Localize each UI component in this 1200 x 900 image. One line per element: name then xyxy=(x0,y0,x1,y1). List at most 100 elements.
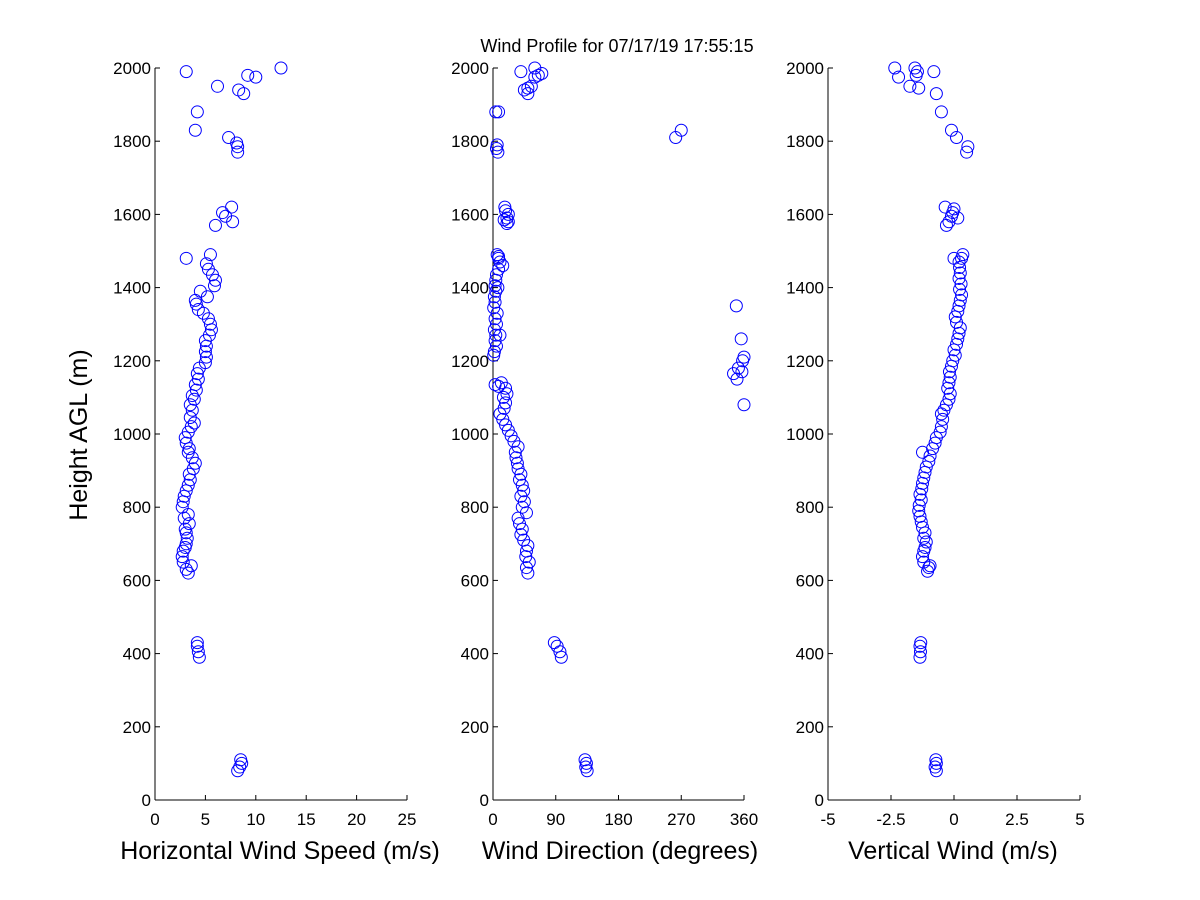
direction-x-tick-label: 360 xyxy=(730,810,758,829)
speed-data-point xyxy=(234,753,248,767)
direction-y-tick-label: 1000 xyxy=(451,425,489,444)
speed-data-point xyxy=(179,251,193,265)
vertical-data-point xyxy=(955,251,969,265)
direction-data-point xyxy=(528,61,542,75)
direction-data-point xyxy=(512,473,526,487)
direction-data-point xyxy=(489,328,503,342)
speed-x-tick-label: 0 xyxy=(150,810,159,829)
vertical-y-tick-label: 2000 xyxy=(786,59,824,78)
direction-data-point xyxy=(512,517,526,531)
vertical-y-tick-label: 1400 xyxy=(786,279,824,298)
direction-panel: 0 200 400 600 800 1000 1200 1400 1600 1800 2000 0 90… xyxy=(451,59,758,829)
direction-data-point xyxy=(487,345,501,359)
vertical-data-point xyxy=(908,61,922,75)
direction-data-point xyxy=(510,456,524,470)
direction-data-point xyxy=(497,401,511,415)
direction-data-point xyxy=(494,376,508,390)
direction-data-point xyxy=(488,295,502,309)
speed-data-point xyxy=(179,537,193,551)
y-axis-label: Height AGL (m) xyxy=(65,349,93,520)
direction-data-point xyxy=(735,365,749,379)
speed-data-point xyxy=(177,511,191,525)
direction-data-point xyxy=(519,550,533,564)
vertical-data-point xyxy=(947,202,961,216)
direction-data-point xyxy=(496,259,510,273)
speed-data-point xyxy=(241,68,255,82)
vertical-data-point xyxy=(917,555,931,569)
speed-data-point xyxy=(181,478,195,492)
vertical-y-tick-label: 1800 xyxy=(786,132,824,151)
direction-x-tick-label: 180 xyxy=(604,810,632,829)
direction-data-point xyxy=(729,299,743,313)
vertical-data-point xyxy=(922,454,936,468)
vertical-data-point xyxy=(913,645,927,659)
speed-data-point xyxy=(176,544,190,558)
direction-y-tick-label: 600 xyxy=(461,571,489,590)
vertical-data-point xyxy=(918,540,932,554)
vertical-data-point xyxy=(923,449,937,463)
vertical-data-point xyxy=(937,403,951,417)
speed-data-point xyxy=(249,70,263,84)
speed-data-point xyxy=(219,209,233,223)
vertical-data-point xyxy=(948,348,962,362)
speed-data-point xyxy=(186,462,200,476)
direction-data-point xyxy=(492,249,506,263)
direction-data-point xyxy=(500,217,514,231)
vertical-data-point xyxy=(943,370,957,384)
direction-data-point xyxy=(501,207,515,221)
speed-data-point xyxy=(190,639,204,653)
speed-data-point xyxy=(198,356,212,370)
direction-data-point xyxy=(517,484,531,498)
speed-data-point xyxy=(203,248,217,262)
speed-data-point xyxy=(201,262,215,276)
speed-panel: 0 200 400 600 800 1000 1200 1400 1600 1800 2000 0 5 1… xyxy=(113,59,416,829)
vertical-data-point xyxy=(950,131,964,145)
direction-data-point xyxy=(491,281,505,295)
speed-data-point xyxy=(237,87,251,101)
speed-data-point xyxy=(179,65,193,79)
vertical-x-tick-label: -2.5 xyxy=(876,810,905,829)
vertical-data-point xyxy=(942,376,956,390)
vertical-x-tick-label: -5 xyxy=(820,810,835,829)
vertical-y-tick-label: 400 xyxy=(796,645,824,664)
direction-x-tick-label: 0 xyxy=(488,810,497,829)
vertical-data-point xyxy=(950,315,964,329)
direction-data-point xyxy=(490,248,504,262)
direction-data-point xyxy=(550,639,564,653)
direction-data-point xyxy=(674,123,688,137)
speed-data-point xyxy=(191,372,205,386)
direction-data-point xyxy=(737,398,751,412)
vertical-data-point xyxy=(919,535,933,549)
direction-data-point xyxy=(489,284,503,298)
vertical-data-point xyxy=(953,293,967,307)
direction-data-point xyxy=(547,636,561,650)
speed-x-tick-label: 15 xyxy=(297,810,316,829)
speed-y-tick-label: 1600 xyxy=(113,205,151,224)
vertical-data-point xyxy=(912,81,926,95)
direction-x-tick-label: 90 xyxy=(546,810,565,829)
speed-data-point xyxy=(208,218,222,232)
direction-data-point xyxy=(500,387,514,401)
vertical-data-point xyxy=(903,79,917,93)
vertical-data-point xyxy=(892,70,906,84)
vertical-y-tick-label: 1000 xyxy=(786,425,824,444)
direction-data-point xyxy=(521,87,535,101)
vertical-y-tick-label: 1600 xyxy=(786,205,824,224)
vertical-data-point xyxy=(914,636,928,650)
speed-data-point xyxy=(191,303,205,317)
speed-data-point xyxy=(203,317,217,331)
direction-data-point xyxy=(488,312,502,326)
vertical-data-point xyxy=(929,756,943,770)
speed-data-point xyxy=(185,403,199,417)
direction-data-point xyxy=(489,105,503,119)
vertical-data-point xyxy=(915,482,929,496)
speed-data-point xyxy=(202,328,216,342)
vertical-data-point xyxy=(914,493,928,507)
direction-data-point xyxy=(515,500,529,514)
vertical-data-point xyxy=(929,764,943,778)
vertical-data-point xyxy=(928,436,942,450)
vertical-x-tick-label: 5 xyxy=(1075,810,1084,829)
speed-data-point xyxy=(190,367,204,381)
direction-data-point xyxy=(511,462,525,476)
